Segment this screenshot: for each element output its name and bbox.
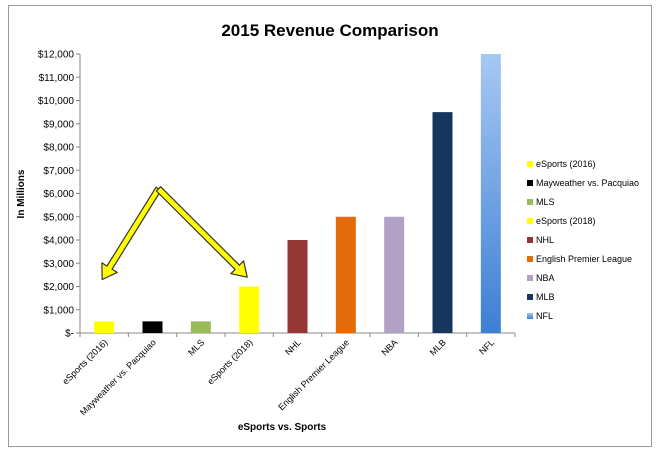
bar-nfl <box>480 54 501 333</box>
legend-label: NFL <box>536 311 553 321</box>
x-tick-label: NFL <box>477 337 496 356</box>
y-tick-label: $7,000 <box>43 166 74 177</box>
legend-label: eSports (2018) <box>536 216 596 226</box>
legend-swatch <box>527 180 533 186</box>
legend-label: MLB <box>536 292 555 302</box>
y-tick-label: $5,000 <box>43 212 74 223</box>
legend-swatch <box>527 218 533 224</box>
bar-mls <box>190 321 211 333</box>
x-tick-labels: eSports (2016)Mayweather vs. Pacquiao MLS… <box>60 337 496 417</box>
legend-label: MLS <box>536 197 555 207</box>
bar-nhl <box>287 240 308 333</box>
x-tick-label: eSports (2016) <box>60 337 109 386</box>
legend-label: eSports (2016) <box>536 159 596 169</box>
y-tick-label: $11,000 <box>39 73 75 84</box>
legend-label: NHL <box>536 235 554 245</box>
legend-swatch <box>527 199 533 205</box>
x-tick-label: MLS <box>186 337 206 357</box>
arrow-right <box>155 186 248 278</box>
y-tick-label: $2,000 <box>43 282 74 293</box>
x-tick-label: NBA <box>379 337 399 357</box>
legend-swatch <box>527 275 533 281</box>
x-tick-label: MLB <box>428 337 448 357</box>
bar-esports-2016 <box>94 321 115 333</box>
y-tick-label: $12,000 <box>38 50 75 61</box>
bar-mlb <box>432 112 453 333</box>
y-tick-label: $1,000 <box>43 305 74 316</box>
legend-swatch <box>527 294 533 300</box>
y-tick-label: $4,000 <box>43 236 74 247</box>
y-tick-label: $3,000 <box>43 259 74 270</box>
x-axis-label: eSports vs. Sports <box>238 422 327 433</box>
y-tick-label: $8,000 <box>43 143 74 154</box>
x-tick-label: NHL <box>283 337 303 357</box>
y-axis-label: In Millions <box>16 169 27 218</box>
bar-esports-2018 <box>239 286 260 333</box>
bar-mayweather-vs-pacquiao <box>142 321 163 333</box>
x-tick-label: eSports (2018) <box>205 337 254 386</box>
annotation-arrows <box>101 186 248 281</box>
legend: eSports (2016) Mayweather vs. Pacquiao MLS… <box>527 159 639 321</box>
chart-title: 2015 Revenue Comparison <box>221 21 438 40</box>
legend-swatch <box>527 313 533 319</box>
legend-label: NBA <box>536 273 555 283</box>
y-tick-label: $6,000 <box>43 189 74 200</box>
bar-nba <box>384 216 405 333</box>
legend-swatch <box>527 237 533 243</box>
bar-english-premier-league <box>335 216 356 333</box>
bars <box>94 54 501 333</box>
legend-label: English Premier League <box>536 254 632 264</box>
chart-frame <box>8 5 652 447</box>
legend-swatch <box>527 256 533 262</box>
y-tick-label: $- <box>65 329 74 340</box>
y-tick-label: $9,000 <box>43 119 74 130</box>
y-tick-label: $10,000 <box>38 96 75 107</box>
arrow-left <box>101 186 162 281</box>
legend-swatch <box>527 161 533 167</box>
legend-label: Mayweather vs. Pacquiao <box>536 178 639 188</box>
